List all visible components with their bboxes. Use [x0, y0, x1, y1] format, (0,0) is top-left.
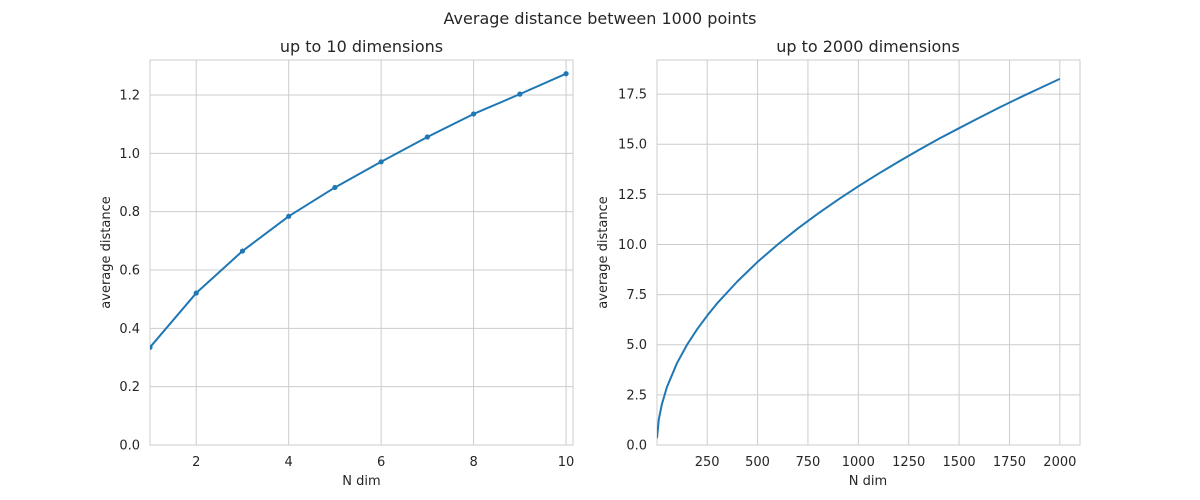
x-tick-label: 1000 [842, 455, 875, 470]
data-point [378, 159, 384, 165]
x-tick-label: 4 [285, 455, 293, 470]
x-tick-label: 500 [745, 455, 770, 470]
x-tick-label: 1750 [993, 455, 1026, 470]
subplot-right-ylabel: average distance [596, 196, 611, 308]
y-tick-label: 0.4 [119, 322, 140, 337]
axes-frame [149, 59, 574, 446]
x-tick-label: 1500 [943, 455, 976, 470]
data-point [563, 71, 569, 77]
x-tick-label: 750 [796, 455, 821, 470]
y-tick-label: 17.5 [618, 88, 647, 103]
y-tick-label: 1.0 [119, 147, 140, 162]
y-tick-label: 2.5 [626, 388, 647, 403]
subplot-right: up to 2000 dimensions N dim average dist… [596, 37, 1081, 489]
x-tick-label: 8 [469, 455, 477, 470]
y-tick-label: 10.0 [618, 238, 647, 253]
series-line [657, 77, 1061, 439]
y-tick-label: 0.0 [626, 439, 647, 454]
figure-suptitle: Average distance between 1000 points [444, 9, 757, 28]
subplot-left: up to 10 dimensions N dim average distan… [99, 37, 574, 489]
y-tick-label: 0.0 [119, 439, 140, 454]
y-tick-label: 5.0 [626, 338, 647, 353]
x-tick-label: 10 [558, 455, 575, 470]
data-point [193, 290, 199, 296]
data-point [332, 184, 338, 191]
data-point [471, 111, 477, 117]
plot-area-right [656, 59, 1081, 446]
x-tick-label: 2000 [1043, 455, 1076, 470]
y-tick-label: 15.0 [618, 138, 647, 153]
axes-frame [656, 59, 1081, 446]
y-tick-label: 7.5 [626, 288, 647, 303]
y-tick-label: 12.5 [618, 188, 647, 203]
x-tick-label: 250 [695, 455, 720, 470]
subplot-left-title: up to 10 dimensions [280, 37, 443, 56]
y-tick-label: 0.6 [119, 264, 140, 279]
series-line [150, 72, 567, 348]
y-tick-label: 0.8 [119, 205, 140, 220]
subplot-left-ylabel: average distance [99, 196, 114, 308]
data-point [286, 213, 292, 219]
y-tick-label: 0.2 [119, 380, 140, 395]
x-tick-label: 6 [377, 455, 385, 470]
data-point [517, 91, 523, 97]
y-tick-label: 1.2 [119, 89, 140, 104]
subplot-left-xlabel: N dim [342, 474, 380, 489]
data-point [150, 344, 153, 350]
x-tick-label: 2 [192, 455, 200, 470]
subplot-right-title: up to 2000 dimensions [776, 37, 960, 56]
data-point [239, 248, 246, 254]
plot-area-left [149, 59, 574, 446]
data-point [424, 134, 430, 140]
subplot-right-xlabel: N dim [849, 474, 887, 489]
x-tick-label: 1250 [892, 455, 925, 470]
